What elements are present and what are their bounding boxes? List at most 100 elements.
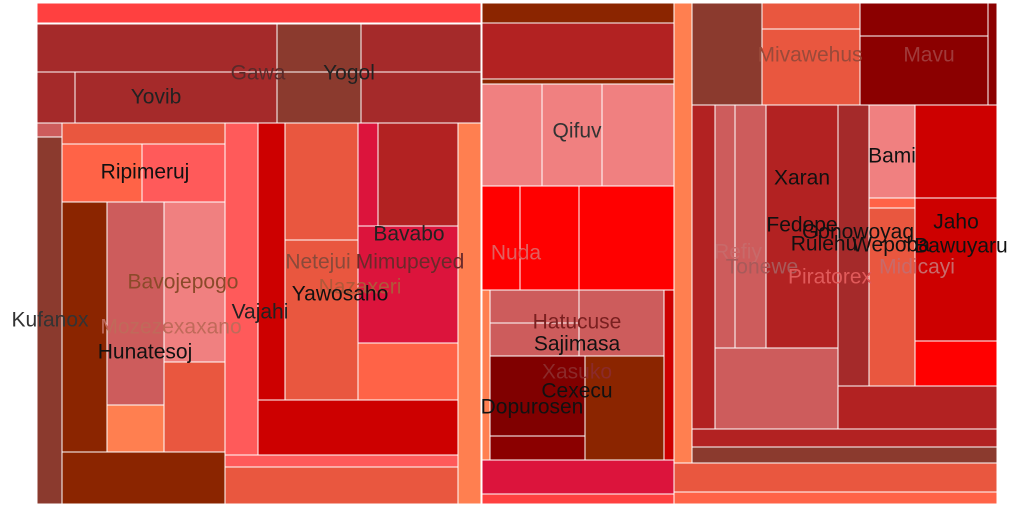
tile-label: Bavojepogo <box>128 271 239 294</box>
treemap-tile <box>141 143 226 203</box>
treemap-tile <box>36 71 76 124</box>
tile-label: Gawa <box>231 62 286 85</box>
treemap-tile <box>224 466 459 505</box>
tile-label: Netejui <box>285 251 350 274</box>
treemap-tile <box>106 404 165 453</box>
treemap-tile <box>224 122 259 456</box>
treemap-tile <box>691 2 763 106</box>
tile-label: Yawosaho <box>292 283 389 306</box>
treemap-tile <box>377 122 459 227</box>
treemap-tile <box>691 428 998 448</box>
treemap-tile <box>481 289 491 461</box>
treemap-tile <box>360 23 482 73</box>
tile-label: Tonewe <box>726 256 798 279</box>
treemap-tile <box>578 185 675 291</box>
treemap-tile <box>163 201 226 363</box>
tile-label: Qifuv <box>552 120 602 143</box>
treemap-tile <box>663 289 675 461</box>
treemap-tile <box>489 355 586 437</box>
treemap-tile <box>691 104 716 430</box>
treemap-tile <box>519 185 580 291</box>
treemap-tile <box>357 342 459 401</box>
treemap-tile <box>868 197 916 209</box>
treemap-tile <box>584 355 665 461</box>
treemap-tile <box>837 104 870 387</box>
tile-label: Piratorex <box>788 266 873 289</box>
tile-label: Dopurosen <box>481 396 584 419</box>
treemap-tile <box>691 446 998 465</box>
treemap-tile <box>481 2 675 24</box>
treemap-tile <box>457 122 482 505</box>
treemap-tile <box>868 104 916 199</box>
treemap-tile <box>224 454 459 468</box>
treemap-tile <box>284 122 359 241</box>
tile-label: Cexecu <box>541 380 612 403</box>
treemap-tile <box>761 2 861 30</box>
tile-label: Bawuyaru <box>914 235 1007 258</box>
treemap-tile <box>914 340 998 387</box>
treemap-tile <box>859 35 989 106</box>
treemap-tile <box>481 185 521 291</box>
treemap-tile <box>914 197 998 342</box>
treemap-tile <box>481 83 543 187</box>
treemap-tile <box>481 459 675 495</box>
treemap-tile <box>601 83 675 187</box>
tile-label: Hunatesoj <box>98 341 193 364</box>
treemap-tile <box>914 104 998 199</box>
treemap-labels: Kufanox Yovib Gawa Yogol Ripimeruj Bavojepogo… <box>11 44 1007 419</box>
tile-label: Midicayi <box>879 256 955 279</box>
tile-label: Bami <box>868 145 916 168</box>
treemap-tile <box>868 207 916 387</box>
treemap-tile <box>106 201 165 406</box>
treemap-tile <box>36 2 482 24</box>
treemap-tile <box>673 462 998 493</box>
treemap-tile <box>714 104 736 349</box>
tile-label: Nuda <box>491 242 542 265</box>
tile-label: Mozezexaxano <box>100 316 241 339</box>
tile-label: Gonowoyag <box>802 221 914 244</box>
tile-label: Yovib <box>131 86 182 109</box>
treemap-tile <box>276 71 362 124</box>
tile-label: Mavu <box>903 44 954 67</box>
treemap-tile <box>489 289 580 324</box>
tile-label: Xaran <box>774 167 830 190</box>
tile-label: Fedope <box>766 214 837 237</box>
treemap-tile <box>61 122 226 145</box>
treemap-tile <box>61 451 226 505</box>
treemap-tile <box>673 491 998 505</box>
treemap-tile <box>357 225 459 344</box>
treemap-tile <box>481 78 675 85</box>
treemap-tile <box>541 83 603 187</box>
tile-label: Mivawehus <box>757 44 862 67</box>
tile-label: Xasuko <box>542 361 612 384</box>
tile-label: Vajahi <box>232 301 289 324</box>
tile-label: Wepoba <box>852 234 930 257</box>
tile-label: Mimupeyed <box>356 251 465 274</box>
treemap-tile <box>163 361 226 453</box>
treemap-tile <box>257 399 459 456</box>
treemap-tile <box>859 2 989 37</box>
treemap-tile <box>481 493 675 505</box>
treemap-tile <box>765 104 839 349</box>
tile-label: Refiy <box>714 241 762 264</box>
treemap-tile <box>481 22 675 80</box>
treemap-tile <box>734 104 767 349</box>
treemap-tile <box>761 28 861 106</box>
tile-label: Rulehu <box>791 233 858 256</box>
tile-label: Hatucuse <box>533 311 622 334</box>
tile-label: Kufanox <box>11 309 89 332</box>
treemap-tile <box>36 122 63 138</box>
tile-label: Jaho <box>933 211 979 234</box>
treemap-tile <box>257 122 286 401</box>
tile-label: Nazaxeri <box>319 276 402 299</box>
treemap-tile <box>673 2 693 464</box>
treemap-tile <box>714 347 839 430</box>
treemap-tile <box>74 71 278 124</box>
treemap-tile <box>489 435 586 461</box>
treemap-tile <box>987 2 998 106</box>
treemap-tile <box>357 122 379 227</box>
treemap-tile <box>284 239 359 401</box>
tile-label: Sajimasa <box>534 333 621 356</box>
tile-label: Bavabo <box>373 223 444 246</box>
